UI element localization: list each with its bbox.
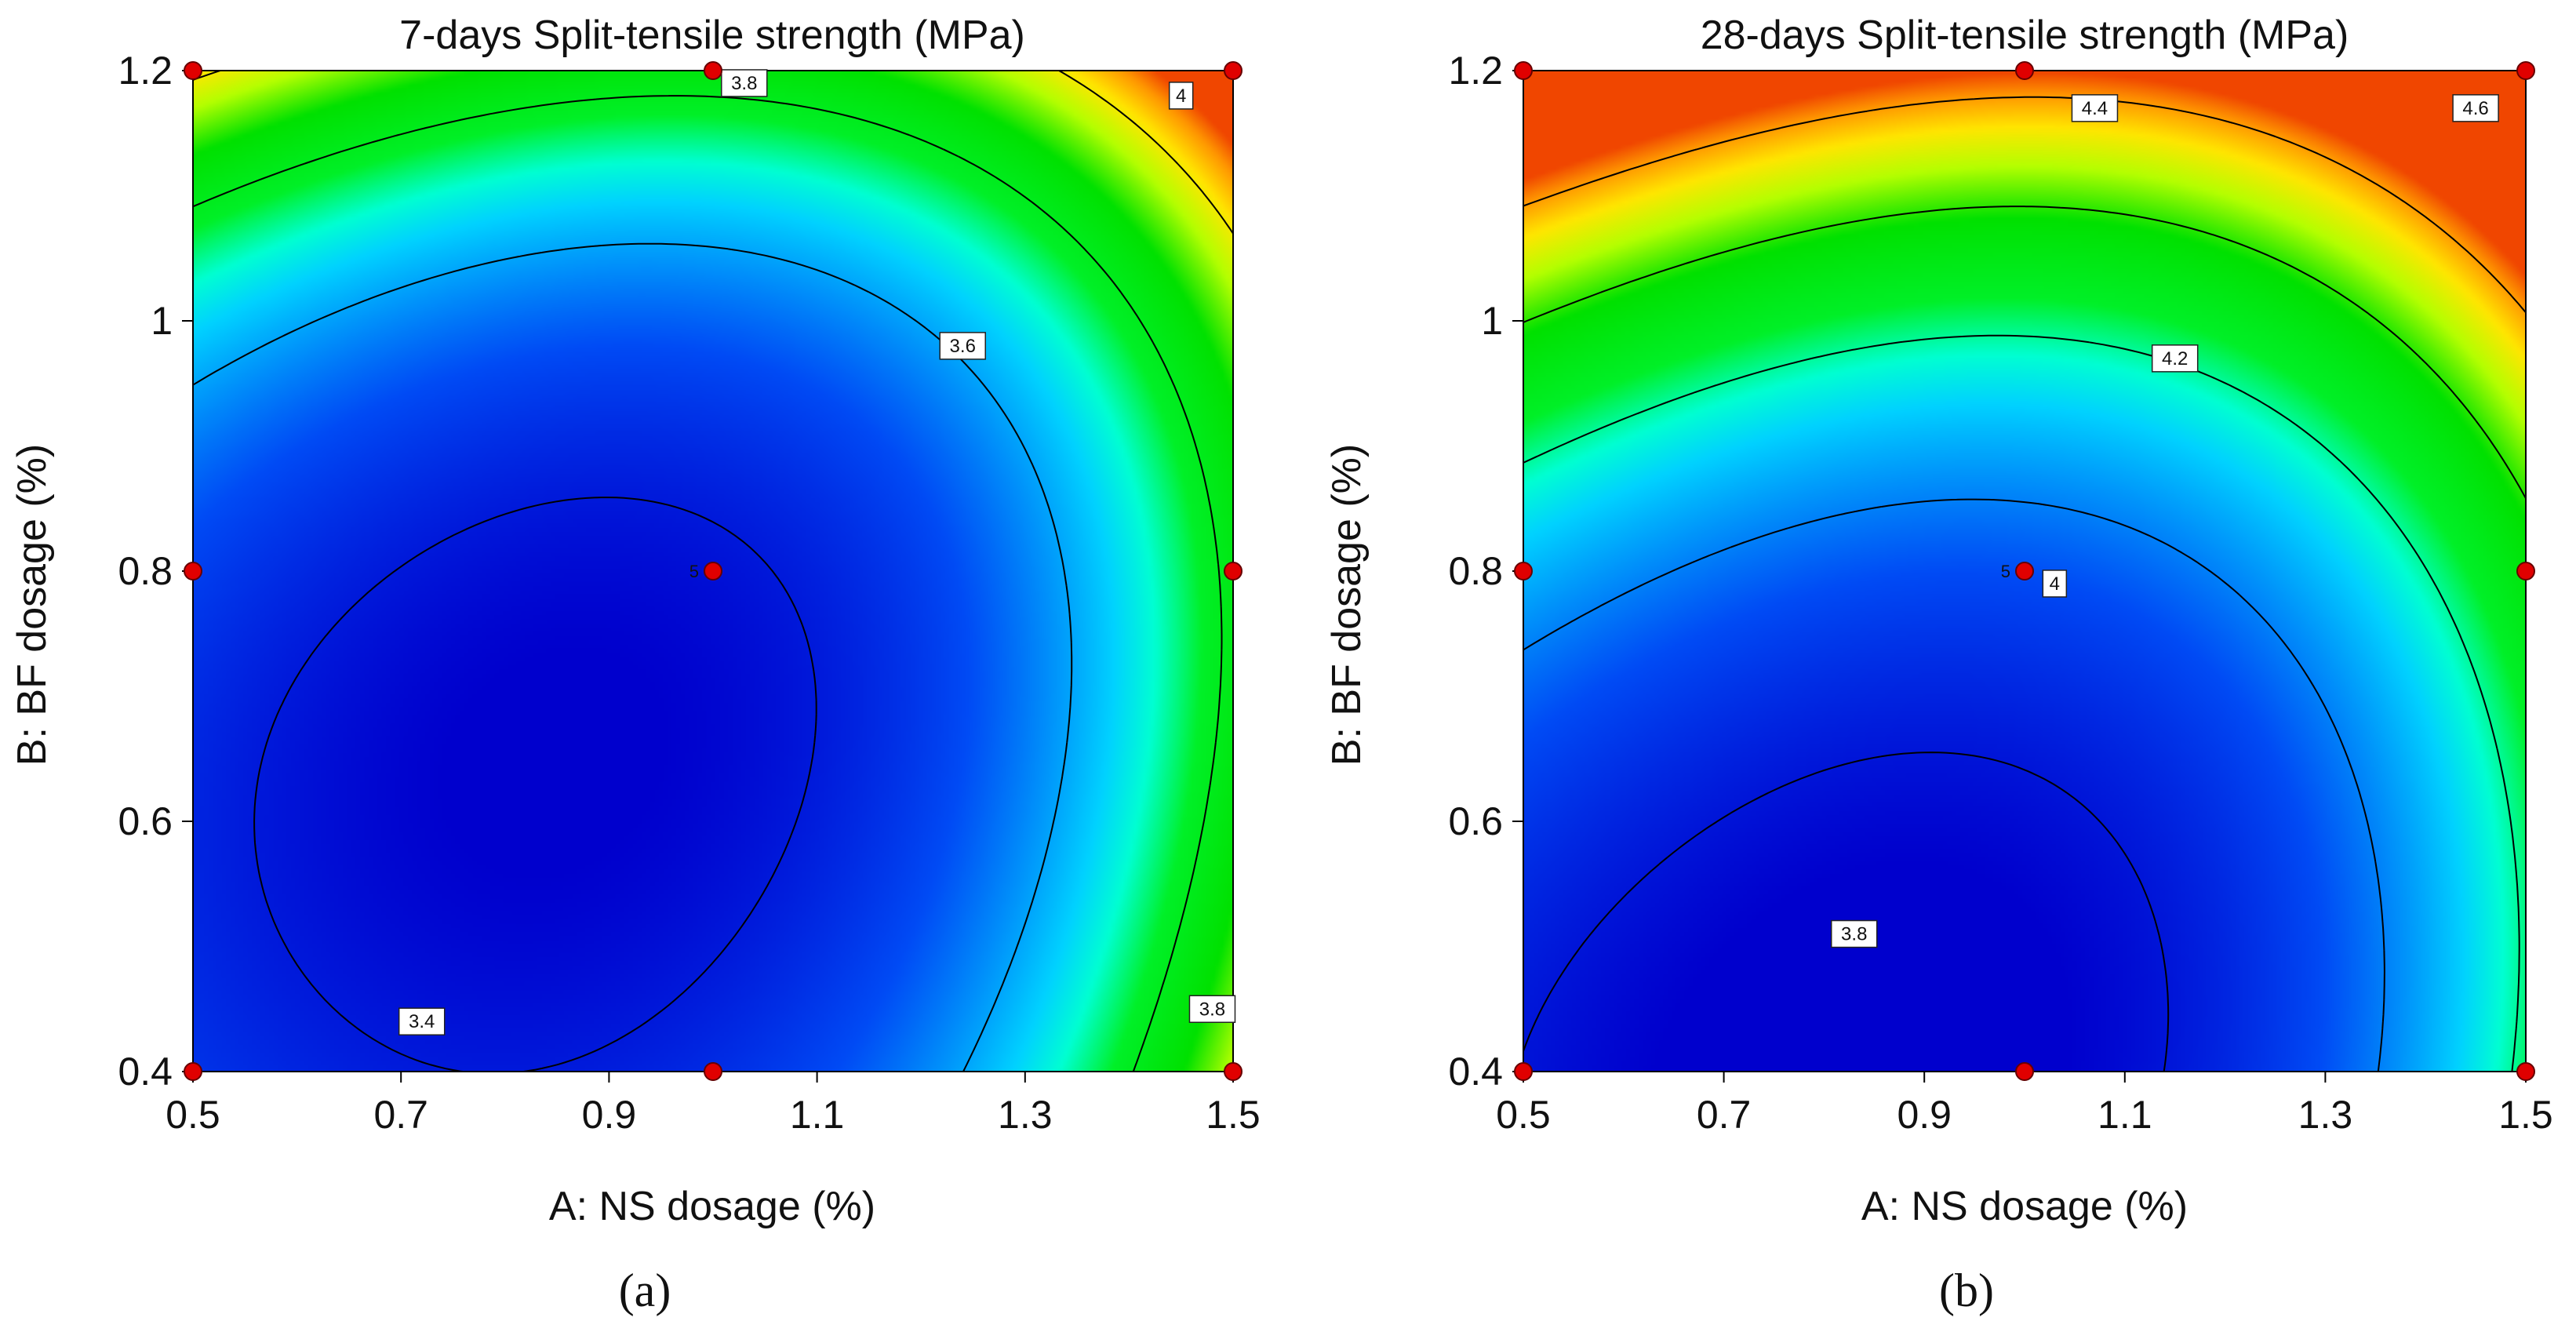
x-tick-label: 0.9 bbox=[582, 1093, 637, 1137]
contour-lines bbox=[192, 70, 1234, 1072]
contour-label-box bbox=[939, 332, 986, 360]
contour-label: 3.4 bbox=[398, 1007, 446, 1035]
y-axis-label: B: BF dosage (%) bbox=[1324, 444, 1370, 766]
contour-label-text: 3.4 bbox=[409, 1011, 435, 1032]
contour-label-box bbox=[398, 1007, 446, 1035]
y-tick-label: 0.8 bbox=[1448, 549, 1503, 593]
contour-label-text: 4 bbox=[1176, 86, 1186, 107]
chart-title: 7-days Split-tensile strength (MPa) bbox=[399, 13, 1025, 58]
contour-line-4_6 bbox=[1523, 96, 2527, 313]
contour-label-box bbox=[2042, 570, 2068, 598]
y-tick-label: 0.6 bbox=[118, 799, 173, 843]
contour-label-text: 4.6 bbox=[2462, 98, 2488, 119]
contour-label-box bbox=[1168, 82, 1194, 110]
x-tick-label: 1.3 bbox=[2298, 1093, 2353, 1137]
contour-label-text: 4 bbox=[2050, 573, 2060, 595]
center-point-count: 5 bbox=[2001, 562, 2010, 581]
design-point bbox=[2015, 562, 2034, 580]
contour-panel-a: 0.5 0.7 0.9 1.1 1.3 1.50.40.60.811.2 3.43.63.… bbox=[9, 13, 1261, 1316]
design-point bbox=[184, 61, 202, 80]
contour-panel-b: 0.5 0.7 0.9 1.1 1.3 1.5 0.4 0.6 0.8 1 1.2 3.8 4 4.2 4… bbox=[1324, 13, 2553, 1316]
panel-label: (b) bbox=[1939, 1265, 1994, 1316]
x-tick-label: 1.3 bbox=[998, 1093, 1053, 1137]
contour-label: 3.8 bbox=[721, 69, 768, 97]
contour-label: 4.4 bbox=[2071, 94, 2119, 122]
design-points: 5 bbox=[184, 61, 1243, 1081]
contour-label: 4 bbox=[1168, 82, 1194, 110]
contour-label: 4.2 bbox=[2151, 344, 2199, 373]
contour-line-4 bbox=[192, 70, 1234, 235]
x-tick-label: 0.9 bbox=[1897, 1093, 1952, 1137]
contour-line-4_2 bbox=[1523, 334, 2520, 1072]
y-tick-label: 0.4 bbox=[118, 1050, 173, 1094]
contour-labels: 3.4 3.6 3.8 3.8 4 bbox=[398, 69, 1236, 1035]
design-point bbox=[2015, 61, 2034, 80]
contour-label: 4 bbox=[2042, 570, 2068, 598]
plot-frame: 0.5 0.7 0.9 1.1 1.3 1.5 0.4 0.6 0.8 1 1.2 bbox=[118, 49, 1260, 1137]
contour-label-box bbox=[721, 69, 768, 97]
contour-label-box bbox=[2071, 94, 2119, 122]
design-points: 5 bbox=[1514, 61, 2535, 1081]
x-tick-label: 0.5 bbox=[166, 1093, 220, 1137]
x-tick-label: 1.1 bbox=[2098, 1093, 2152, 1137]
design-point bbox=[184, 562, 202, 580]
design-point bbox=[1224, 1062, 1243, 1081]
contour-line-3_6 bbox=[192, 242, 1073, 1072]
y-tick-label: 0.8 bbox=[118, 549, 173, 593]
contour-line-3_4 bbox=[253, 497, 817, 1072]
design-point bbox=[1224, 61, 1243, 80]
contour-label-text: 3.6 bbox=[950, 336, 976, 357]
contour-label-text: 3.8 bbox=[1841, 924, 1867, 945]
contour-label: 3.8 bbox=[1188, 995, 1236, 1023]
contour-lines bbox=[1523, 96, 2527, 1072]
design-point bbox=[2516, 562, 2535, 580]
contour-line-3_8 bbox=[1523, 752, 2170, 1072]
y-tick-label: 1.2 bbox=[1448, 49, 1503, 93]
contour-label-box bbox=[1188, 995, 1236, 1023]
contour-label-text: 4.2 bbox=[2162, 348, 2188, 369]
contour-label-box bbox=[2151, 344, 2199, 373]
contour-line-3_8 bbox=[192, 95, 1223, 1072]
design-point bbox=[1224, 562, 1243, 580]
y-tick-label: 1.2 bbox=[118, 49, 173, 93]
design-point bbox=[184, 1062, 202, 1081]
contour-label-text: 4.4 bbox=[2082, 98, 2108, 119]
design-point bbox=[2516, 1062, 2535, 1081]
x-tick-label: 1.5 bbox=[2498, 1093, 2553, 1137]
panel-label: (a) bbox=[619, 1265, 671, 1316]
center-point-count: 5 bbox=[689, 562, 699, 581]
contour-line-4 bbox=[1523, 498, 2385, 1072]
design-point bbox=[2015, 1062, 2034, 1081]
y-tick-label: 1 bbox=[151, 299, 173, 343]
x-axis-label: A: NS dosage (%) bbox=[1861, 1184, 2188, 1229]
contour-label-text: 3.8 bbox=[1199, 999, 1225, 1020]
design-point bbox=[704, 1062, 722, 1081]
contour-label: 3.8 bbox=[1830, 919, 1878, 948]
y-axis-label: B: BF dosage (%) bbox=[9, 444, 55, 766]
x-tick-label: 0.7 bbox=[373, 1093, 428, 1137]
contour-line-4_4 bbox=[1523, 206, 2527, 499]
x-tick-label: 0.5 bbox=[1496, 1093, 1551, 1137]
y-tick-label: 1 bbox=[1481, 299, 1503, 343]
design-point bbox=[1514, 61, 1533, 80]
design-point bbox=[704, 562, 722, 580]
design-point bbox=[704, 61, 722, 80]
contour-label: 3.6 bbox=[939, 332, 986, 360]
design-point bbox=[1514, 562, 1533, 580]
contour-labels: 3.8 4 4.2 4.4 4.6 bbox=[1830, 94, 2499, 948]
contour-label-text: 3.8 bbox=[731, 73, 757, 94]
chart-title: 28-days Split-tensile strength (MPa) bbox=[1701, 13, 2349, 58]
y-tick-label: 0.4 bbox=[1448, 1050, 1503, 1094]
x-axis-label: A: NS dosage (%) bbox=[549, 1184, 875, 1229]
x-tick-label: 1.1 bbox=[790, 1093, 845, 1137]
x-tick-label: 1.5 bbox=[1206, 1093, 1261, 1137]
contour-label: 4.6 bbox=[2452, 94, 2499, 122]
y-tick-label: 0.6 bbox=[1448, 799, 1503, 843]
contour-label-box bbox=[2452, 94, 2499, 122]
x-tick-label: 0.7 bbox=[1697, 1093, 1752, 1137]
design-point bbox=[1514, 1062, 1533, 1081]
design-point bbox=[2516, 61, 2535, 80]
contour-label-box bbox=[1830, 919, 1878, 948]
